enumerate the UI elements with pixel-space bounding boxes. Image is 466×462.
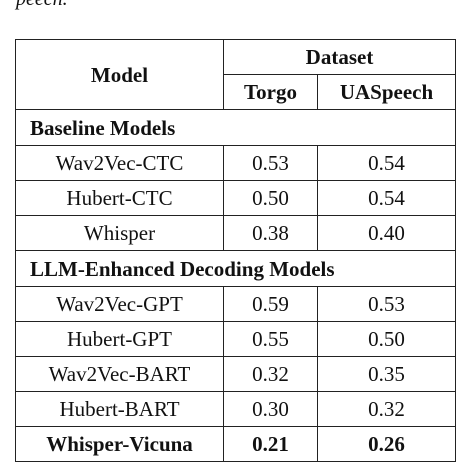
header-cell: Model (15, 39, 224, 110)
data-row: Hubert-GPT 0.55 0.50 (15, 321, 456, 357)
score-cell: 0.21 (223, 426, 318, 462)
model-name: Whisper (15, 215, 224, 251)
data-row: Wav2Vec-CTC 0.53 0.54 (15, 145, 456, 181)
section-row: LLM-Enhanced Decoding Models (15, 250, 456, 287)
data-row: Wav2Vec-BART 0.32 0.35 (15, 356, 456, 392)
score-cell: 0.38 (223, 215, 318, 251)
data-row: Hubert-BART 0.30 0.32 (15, 391, 456, 427)
score-cell: 0.59 (223, 286, 318, 322)
score-cell: 0.54 (317, 180, 456, 216)
header-row: Torgo UASpeech (16, 74, 456, 110)
score-cell: 0.32 (317, 391, 456, 427)
score-cell: 0.35 (317, 356, 456, 392)
header-cell: UASpeech (317, 74, 456, 110)
header-cell: Torgo (223, 74, 318, 110)
score-cell: 0.26 (317, 426, 456, 462)
score-cell: 0.32 (223, 356, 318, 392)
model-name: Wav2Vec-CTC (15, 145, 224, 181)
model-name: Hubert-BART (15, 391, 224, 427)
model-name: Wav2Vec-BART (15, 356, 224, 392)
score-cell: 0.55 (223, 321, 318, 357)
model-name: Hubert-GPT (15, 321, 224, 357)
results-table: Model Dataset Torgo UASpeech Baseline Mo… (15, 39, 456, 462)
model-name: Whisper-Vicuna (15, 426, 224, 462)
score-cell: 0.50 (317, 321, 456, 357)
score-cell: 0.53 (317, 286, 456, 322)
model-name: Wav2Vec-GPT (15, 286, 224, 322)
caption-fragment: peech. (16, 0, 68, 11)
data-row: Wav2Vec-GPT 0.59 0.53 (15, 286, 456, 322)
data-row: Whisper-Vicuna 0.21 0.26 (15, 426, 456, 462)
model-name: Hubert-CTC (15, 180, 224, 216)
header-row: Model Dataset (15, 39, 456, 110)
score-cell: 0.54 (317, 145, 456, 181)
score-cell: 0.53 (223, 145, 318, 181)
section-title: Baseline Models (15, 109, 456, 146)
data-row: Whisper 0.38 0.40 (15, 215, 456, 251)
header-cell: Dataset (223, 39, 456, 75)
section-title: LLM-Enhanced Decoding Models (15, 250, 456, 287)
data-row: Hubert-CTC 0.50 0.54 (15, 180, 456, 216)
section-row: Baseline Models (15, 109, 456, 146)
score-cell: 0.30 (223, 391, 318, 427)
score-cell: 0.50 (223, 180, 318, 216)
score-cell: 0.40 (317, 215, 456, 251)
